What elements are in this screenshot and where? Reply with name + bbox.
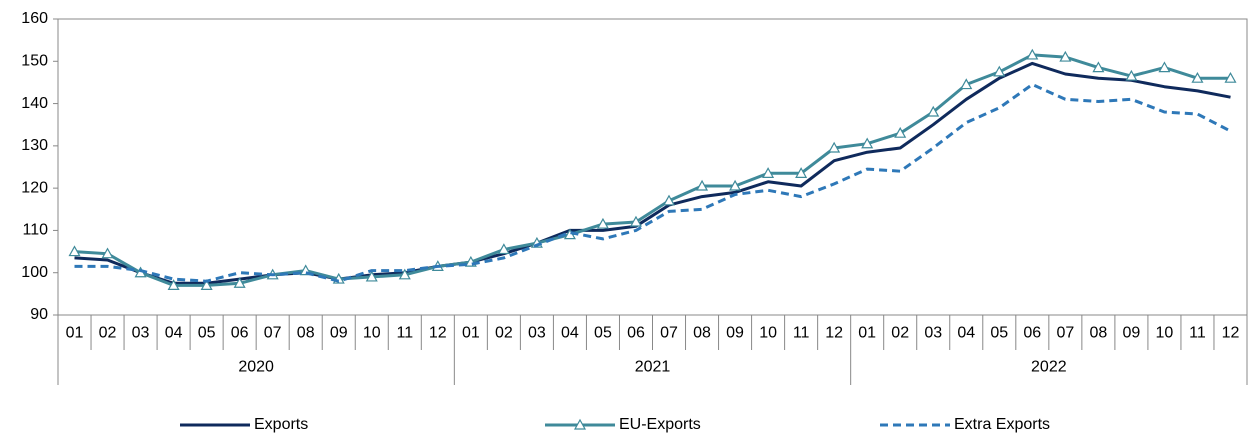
series-marker	[894, 126, 907, 138]
series-marker	[365, 270, 378, 282]
x-tick-label: 01	[858, 325, 876, 342]
x-tick-label: 01	[462, 325, 480, 342]
x-tick-label: 10	[1156, 325, 1174, 342]
year-label: 2022	[1031, 359, 1067, 376]
y-tick-label: 140	[21, 95, 48, 112]
series-marker	[1125, 69, 1138, 81]
x-tick-label: 04	[561, 325, 579, 342]
y-tick-label: 130	[21, 137, 48, 154]
x-tick-label: 08	[1089, 325, 1107, 342]
legend-label: Extra Exports	[954, 416, 1050, 433]
series-marker	[927, 105, 940, 117]
x-tick-label: 11	[793, 325, 810, 342]
x-tick-label: 03	[132, 325, 150, 342]
series-marker	[596, 217, 609, 229]
series-marker	[233, 277, 246, 288]
series-marker	[696, 179, 709, 191]
x-tick-label: 04	[165, 325, 183, 342]
series-marker	[68, 245, 81, 257]
x-tick-label: 08	[693, 325, 711, 342]
series-marker	[200, 279, 213, 290]
y-tick-label: 110	[22, 222, 48, 239]
x-tick-label: 01	[66, 325, 84, 342]
year-label: 2020	[238, 359, 274, 376]
x-tick-label: 06	[627, 325, 645, 342]
series-marker	[167, 279, 180, 290]
series-marker	[629, 215, 643, 227]
x-tick-label: 09	[330, 325, 348, 342]
x-tick-label: 10	[363, 325, 381, 342]
x-tick-label: 09	[1123, 325, 1141, 342]
y-tick-label: 100	[21, 264, 48, 281]
series-marker	[729, 179, 742, 191]
series-marker	[497, 243, 510, 255]
year-label: 2021	[635, 359, 671, 376]
series-marker	[828, 141, 841, 153]
legend-label: EU-Exports	[619, 416, 701, 433]
x-tick-label: 05	[594, 325, 612, 342]
x-tick-label: 10	[759, 325, 777, 342]
x-tick-label: 05	[990, 325, 1008, 342]
x-tick-label: 07	[660, 325, 678, 342]
legend-label: Exports	[254, 416, 308, 433]
x-tick-label: 12	[825, 325, 843, 342]
series-marker	[1191, 71, 1204, 83]
x-tick-label: 08	[297, 325, 315, 342]
series-line	[74, 53, 1231, 287]
series-marker	[1224, 71, 1237, 83]
x-tick-label: 07	[264, 325, 282, 342]
x-tick-label: 02	[495, 325, 513, 342]
x-tick-label: 09	[726, 325, 744, 342]
x-tick-label: 03	[924, 325, 942, 342]
x-tick-label: 04	[957, 325, 975, 342]
plot-frame	[57, 18, 1248, 316]
series-line	[74, 83, 1232, 283]
series-marker	[795, 167, 808, 178]
x-tick-label: 06	[231, 325, 249, 342]
series-marker	[993, 65, 1006, 77]
y-tick-label: 160	[21, 10, 48, 27]
x-tick-label: 02	[99, 325, 117, 342]
series-marker	[101, 247, 114, 259]
x-tick-label: 11	[396, 325, 413, 342]
legend-marker	[573, 418, 587, 430]
x-tick-label: 12	[429, 325, 447, 342]
series-marker	[398, 268, 411, 280]
x-tick-label: 11	[1189, 325, 1206, 342]
series-marker	[762, 167, 775, 178]
y-tick-label: 150	[21, 53, 48, 70]
series-marker	[861, 137, 874, 149]
x-tick-label: 05	[198, 325, 216, 342]
series-marker	[960, 78, 973, 90]
x-tick-label: 07	[1056, 325, 1074, 342]
series-marker	[662, 194, 676, 206]
series-marker	[1059, 50, 1072, 62]
series-marker	[1158, 61, 1171, 73]
series-marker	[1026, 48, 1039, 60]
x-tick-label: 06	[1023, 325, 1041, 342]
y-tick-label: 120	[21, 179, 48, 196]
series-marker	[1092, 61, 1105, 73]
x-tick-label: 02	[891, 325, 909, 342]
series-line	[74, 61, 1231, 285]
x-tick-label: 12	[1222, 325, 1240, 342]
y-tick-label: 90	[30, 306, 48, 323]
x-tick-label: 03	[528, 325, 546, 342]
